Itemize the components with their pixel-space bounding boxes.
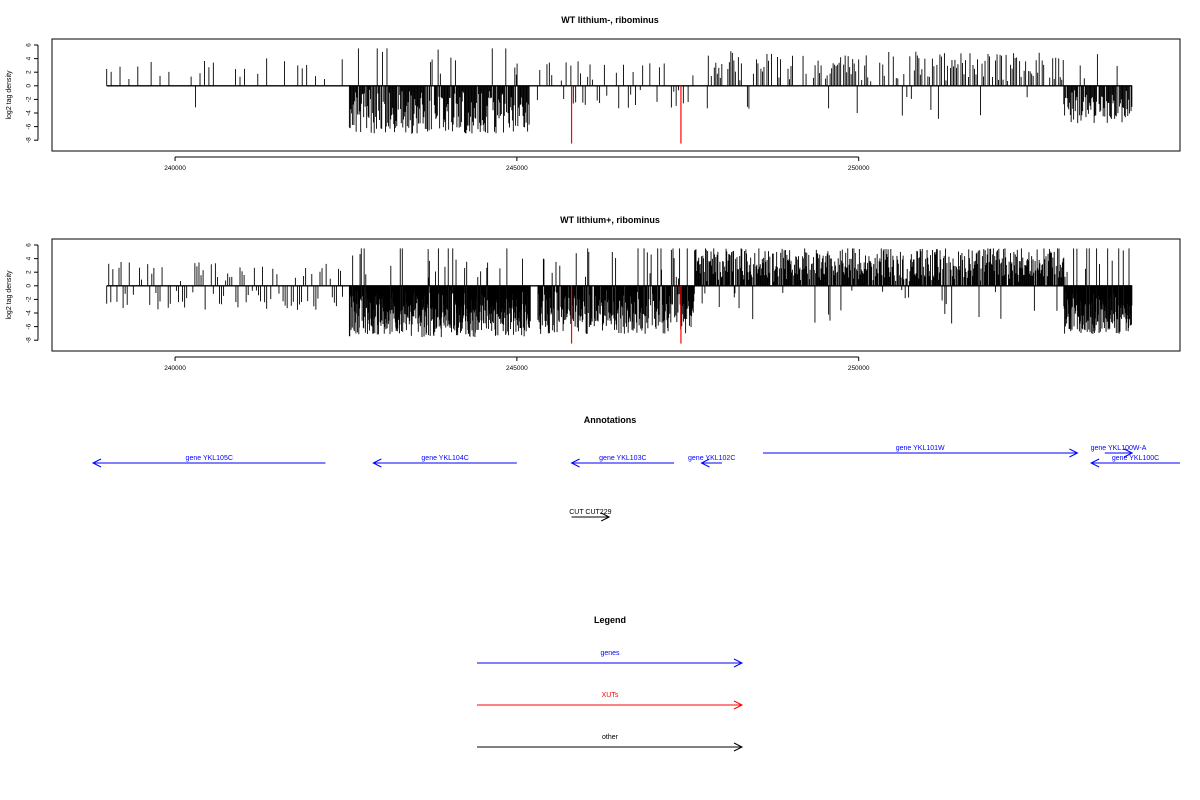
panel1-highlights [570,85,682,144]
y-tick-label: 0 [26,84,33,88]
annotation-arrow: CUT CUT229 [569,509,612,522]
annotation-label: gene YKL102C [688,455,735,462]
annotation-arrow: gene YKL104C [372,455,517,468]
y-tick-label: 2 [26,70,33,74]
annotation-arrow: gene YKL101W [762,445,1079,458]
panel2-x-axis: 240000 245000 250000 [164,356,870,372]
x-tick-label: 240000 [164,365,186,372]
y-tick-label: -6 [26,323,33,329]
arrow-head [91,458,102,468]
y-tick-label: -8 [26,137,33,143]
annotation-arrow: gene YKL100W-A [1091,445,1147,458]
annotation-label: CUT CUT229 [569,509,611,516]
panel1-plot-frame [51,38,1181,152]
panel1-bars [106,48,1133,134]
x-tick-label: 245000 [506,165,528,172]
y-tick-label: 2 [26,270,33,274]
legend-entry: XUTs [477,692,744,710]
legend-label: genes [600,650,620,657]
panel2-plot-frame [51,238,1181,352]
y-tick-label: -6 [26,123,33,129]
y-tick-label: 4 [26,256,33,260]
arrow-head [1090,458,1100,468]
y-tick-label: -2 [26,296,33,302]
annotation-label: gene YKL103C [599,455,646,462]
arrow-head [570,458,580,468]
panel2-highlights [570,285,682,344]
panel2-bars [106,248,1133,338]
legend-entry: genes [477,650,744,668]
y-tick-label: -2 [26,96,33,102]
x-tick-label: 250000 [848,165,870,172]
x-tick-label: 240000 [164,165,186,172]
panel-lithium-plus: WT lithium+, ribominus 6 4 2 0 -2 -4 -6 -8 2400… [6,215,1181,372]
legend-label: XUTs [602,692,619,699]
arrow-head [1123,448,1134,458]
arrow-head [733,742,744,752]
panel2-title: WT lithium+, ribominus [560,215,660,225]
y-tick-label: 6 [26,43,33,47]
annotation-arrow: gene YKL102C [688,455,735,468]
annotation-arrow: gene YKL103C [570,455,675,468]
panel2-y-label: log2 tag density [6,270,13,320]
legend-panel: Legend genes XUTs other [477,615,744,752]
annotation-arrow: gene YKL105C [91,455,326,468]
x-tick-label: 250000 [848,365,870,372]
annotation-label: gene YKL101W [896,445,945,452]
arrow-head [600,512,611,522]
panel2-y-axis: 6 4 2 0 -2 -4 -6 -8 [26,243,39,343]
panel-lithium-minus: WT lithium-, ribominus 6 4 2 0 -2 -4 -6 -8 2400… [6,15,1181,172]
panel1-x-axis: 240000 245000 250000 [164,156,870,172]
y-tick-label: 6 [26,243,33,247]
y-tick-label: -4 [26,310,33,316]
panel1-y-axis: 6 4 2 0 -2 -4 -6 -8 [26,43,39,143]
y-tick-label: 0 [26,284,33,288]
arrow-head [700,458,710,468]
legend-label: other [602,734,619,741]
y-tick-label: -8 [26,337,33,343]
annotation-label: gene YKL104C [421,455,468,462]
panel1-title: WT lithium-, ribominus [561,15,659,25]
legend-entries: genes XUTs other [477,650,744,752]
arrow-head [733,658,744,668]
annotation-label: gene YKL105C [186,455,233,462]
annotations-title: Annotations [584,415,637,425]
panel1-y-label: log2 tag density [6,70,13,120]
arrow-head [733,700,744,710]
arrow-head [1069,448,1079,458]
legend-entry: other [477,734,744,752]
legend-title: Legend [594,615,626,625]
annotation-arrow: gene YKL100C [1090,455,1180,468]
annotations-panel: Annotations gene YKL105C gene YKL104C gene… [91,415,1180,522]
x-tick-label: 245000 [506,365,528,372]
y-tick-label: 4 [26,56,33,60]
annotation-features: gene YKL105C gene YKL104C gene YKL103C gene… [91,445,1180,522]
arrow-head [372,458,382,468]
annotation-label: gene YKL100C [1112,455,1159,462]
annotation-label: gene YKL100W-A [1091,445,1147,452]
y-tick-label: -4 [26,110,33,116]
